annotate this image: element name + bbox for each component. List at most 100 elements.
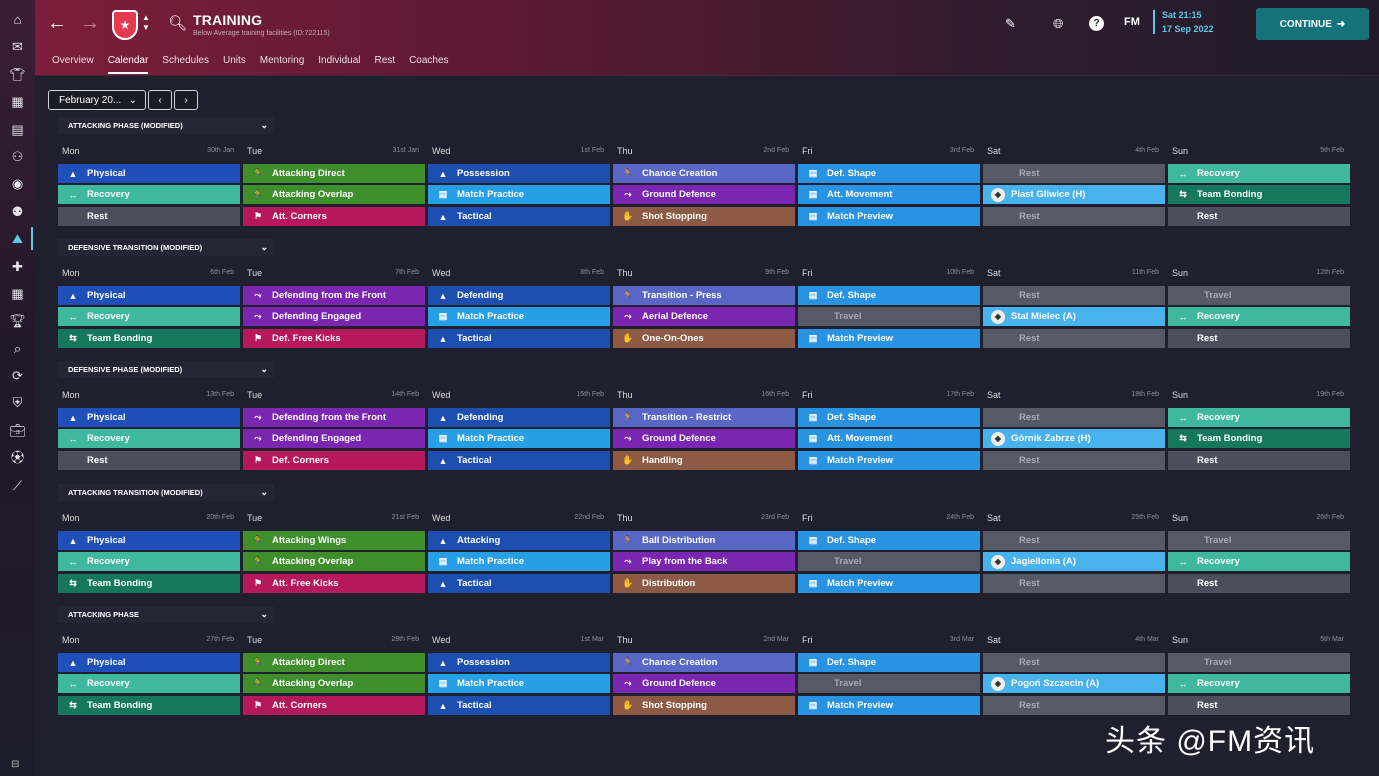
training-session[interactable]: 🏃 Attacking Overlap: [243, 185, 425, 204]
fixture-session[interactable]: ◆ Górnik Zabrze (H): [983, 429, 1165, 448]
tab-rest[interactable]: Rest: [374, 55, 396, 66]
training-session[interactable]: 🏃 Attacking Overlap: [243, 552, 425, 571]
training-session[interactable]: Travel: [798, 674, 980, 693]
training-session[interactable]: ▤ Match Preview: [798, 207, 980, 226]
training-session[interactable]: Rest: [983, 696, 1165, 715]
training-session[interactable]: ⇆ Team Bonding: [58, 696, 240, 715]
forward-arrow-icon[interactable]: →: [80, 12, 100, 34]
training-session[interactable]: Rest: [1168, 451, 1350, 470]
match-icon[interactable]: ◉: [11, 176, 24, 192]
training-session[interactable]: Rest: [983, 574, 1165, 593]
training-session[interactable]: ▤ Match Preview: [798, 451, 980, 470]
training-session[interactable]: ▤ Match Practice: [428, 552, 610, 571]
medical-icon[interactable]: ✚: [12, 258, 23, 274]
training-session[interactable]: ✋ Shot Stopping: [613, 207, 795, 226]
help-icon[interactable]: ?: [1089, 16, 1104, 31]
training-session[interactable]: ✋ Handling: [613, 451, 795, 470]
training-session[interactable]: ✋ Distribution: [613, 574, 795, 593]
world-globe-icon[interactable]: 🌐︎: [1053, 16, 1064, 31]
training-session[interactable]: ▤ Match Practice: [428, 307, 610, 326]
back-arrow-icon[interactable]: ←: [47, 12, 67, 34]
training-session[interactable]: ⤳ Defending from the Front: [243, 408, 425, 427]
training-session[interactable]: ↔ Recovery: [58, 307, 240, 326]
training-session[interactable]: ▲ Tactical: [428, 451, 610, 470]
training-session[interactable]: ⇆ Team Bonding: [58, 329, 240, 348]
training-session[interactable]: ⤳ Aerial Defence: [613, 307, 795, 326]
training-session[interactable]: Rest: [983, 408, 1165, 427]
week-schedule-select[interactable]: DEFENSIVE PHASE (MODIFIED) ⌄: [58, 361, 274, 378]
week-schedule-select[interactable]: ATTACKING TRANSITION (MODIFIED) ⌄: [58, 484, 274, 501]
training-icon[interactable]: ⛰︎: [3, 227, 33, 250]
tab-overview[interactable]: Overview: [52, 55, 94, 66]
training-session[interactable]: ▲ Physical: [58, 164, 240, 183]
training-session[interactable]: Travel: [1168, 286, 1350, 305]
training-session[interactable]: ⤳ Play from the Back: [613, 552, 795, 571]
fixture-session[interactable]: ◆ Piast Gliwice (H): [983, 185, 1165, 204]
training-session[interactable]: ⚑ Def. Free Kicks: [243, 329, 425, 348]
training-session[interactable]: ⚑ Def. Corners: [243, 451, 425, 470]
training-session[interactable]: ▤ Def. Shape: [798, 164, 980, 183]
tab-individual[interactable]: Individual: [318, 55, 361, 66]
training-session[interactable]: Rest: [983, 531, 1165, 550]
week-schedule-select[interactable]: ATTACKING PHASE ⌄: [58, 606, 274, 623]
training-session[interactable]: ⤳ Ground Defence: [613, 429, 795, 448]
training-session[interactable]: 🏃 Transition - Restrict: [613, 408, 795, 427]
training-session[interactable]: Rest: [1168, 329, 1350, 348]
collapse-icon[interactable]: ⊟: [11, 759, 20, 770]
training-session[interactable]: Rest: [1168, 574, 1350, 593]
training-session[interactable]: ✋ Shot Stopping: [613, 696, 795, 715]
tab-calendar[interactable]: Calendar: [107, 55, 149, 74]
schedule-icon[interactable]: ▦: [11, 285, 24, 301]
training-session[interactable]: ⇆ Team Bonding: [1168, 185, 1350, 204]
finances-icon[interactable]: 💼︎: [9, 422, 26, 438]
training-session[interactable]: ▤ Def. Shape: [798, 653, 980, 672]
training-session[interactable]: ⤳ Defending Engaged: [243, 307, 425, 326]
training-session[interactable]: ▤ Att. Movement: [798, 185, 980, 204]
tab-coaches[interactable]: Coaches: [409, 55, 449, 66]
training-session[interactable]: ↔ Recovery: [58, 552, 240, 571]
training-session[interactable]: ▤ Match Preview: [798, 574, 980, 593]
tab-mentoring[interactable]: Mentoring: [259, 55, 305, 66]
training-session[interactable]: ⚑ Att. Free Kicks: [243, 574, 425, 593]
training-session[interactable]: ▤ Match Practice: [428, 674, 610, 693]
training-session[interactable]: Rest: [1168, 207, 1350, 226]
week-schedule-select[interactable]: DEFENSIVE TRANSITION (MODIFIED) ⌄: [58, 239, 274, 256]
training-session[interactable]: Rest: [983, 329, 1165, 348]
training-session[interactable]: ⚑ Att. Corners: [243, 696, 425, 715]
training-session[interactable]: ⤳ Defending from the Front: [243, 286, 425, 305]
training-session[interactable]: Rest: [58, 451, 240, 470]
tab-schedules[interactable]: Schedules: [162, 55, 209, 66]
training-session[interactable]: ▲ Physical: [58, 653, 240, 672]
reports-icon[interactable]: ▤: [11, 121, 24, 137]
search-icon[interactable]: 🔍︎: [168, 15, 188, 32]
fixture-session[interactable]: ◆ Pogoń Szczecin (A): [983, 674, 1165, 693]
training-session[interactable]: ⤳ Defending Engaged: [243, 429, 425, 448]
staff-icon[interactable]: ⚇: [11, 148, 24, 164]
training-session[interactable]: Travel: [1168, 653, 1350, 672]
training-session[interactable]: Rest: [983, 164, 1165, 183]
team-icon[interactable]: ⚉: [11, 203, 24, 219]
training-session[interactable]: ↔ Recovery: [1168, 674, 1350, 693]
training-session[interactable]: ▲ Defending: [428, 286, 610, 305]
training-session[interactable]: ↔ Recovery: [1168, 307, 1350, 326]
training-session[interactable]: ▤ Match Preview: [798, 329, 980, 348]
inbox-icon[interactable]: ✉: [12, 39, 23, 55]
training-session[interactable]: ↔ Recovery: [1168, 164, 1350, 183]
fixture-session[interactable]: ◆ Jagiellonia (A): [983, 552, 1165, 571]
training-session[interactable]: ⇆ Team Bonding: [1168, 429, 1350, 448]
training-session[interactable]: ▤ Match Practice: [428, 429, 610, 448]
training-session[interactable]: ▤ Def. Shape: [798, 531, 980, 550]
training-session[interactable]: 🏃 Ball Distribution: [613, 531, 795, 550]
week-schedule-select[interactable]: ATTACKING PHASE (MODIFIED) ⌄: [58, 117, 274, 134]
continue-button[interactable]: CONTINUE ➜: [1256, 8, 1369, 40]
training-session[interactable]: ⇆ Team Bonding: [58, 574, 240, 593]
club-info-icon[interactable]: ⛨: [12, 395, 23, 411]
fm-menu-button[interactable]: FM: [1124, 16, 1140, 28]
training-session[interactable]: 🏃 Attacking Direct: [243, 164, 425, 183]
month-select[interactable]: February 20... ⌄: [48, 90, 146, 110]
training-session[interactable]: ⚑ Att. Corners: [243, 207, 425, 226]
training-session[interactable]: ⤳ Ground Defence: [613, 674, 795, 693]
training-session[interactable]: ✋ One-On-Ones: [613, 329, 795, 348]
training-session[interactable]: ▲ Tactical: [428, 574, 610, 593]
squad-icon[interactable]: 👕︎: [9, 66, 26, 82]
